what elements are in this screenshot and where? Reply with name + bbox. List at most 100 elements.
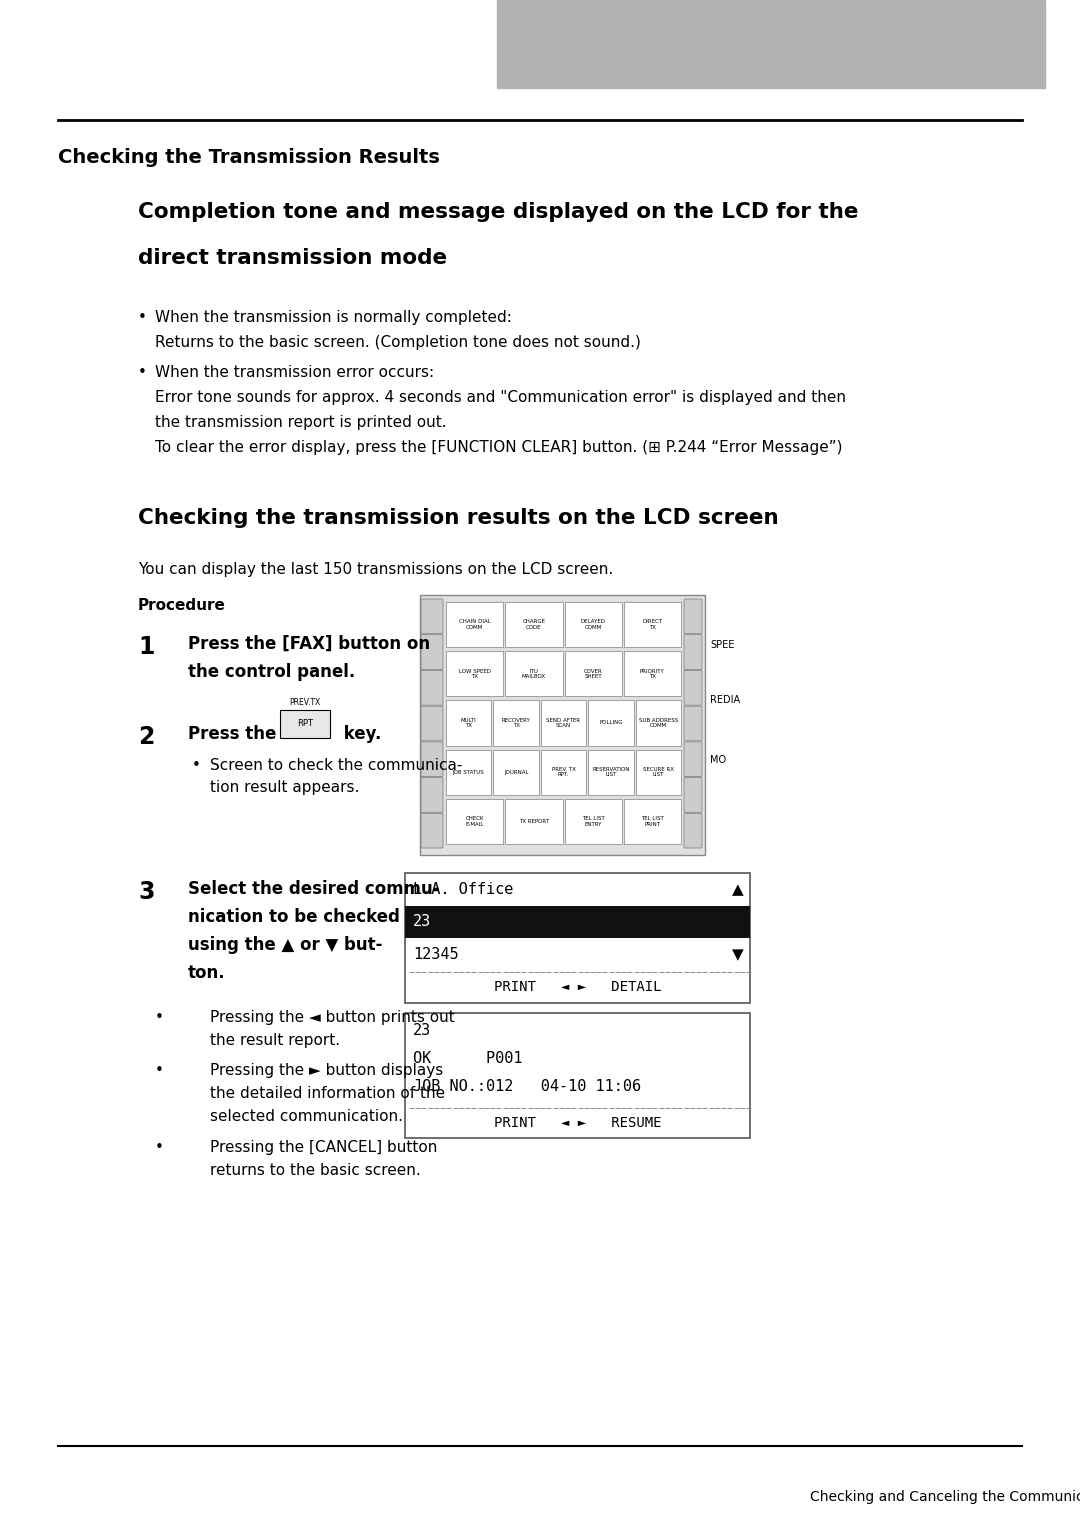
Text: Checking the Transmission Results: Checking the Transmission Results (58, 148, 440, 166)
Text: CHECK
E-MAIL: CHECK E-MAIL (465, 816, 484, 827)
Bar (446, 652, 503, 696)
Text: Checking and Canceling the Communications    69: Checking and Canceling the Communication… (810, 1489, 1080, 1505)
Text: TEL LIST
PRINT: TEL LIST PRINT (642, 816, 664, 827)
Text: L.A. Office: L.A. Office (413, 882, 513, 897)
Bar (589, 749, 634, 795)
Text: DIRECT
TX: DIRECT TX (643, 620, 662, 630)
Bar (565, 798, 622, 844)
Bar (280, 710, 330, 739)
FancyBboxPatch shape (684, 707, 702, 740)
Bar (494, 700, 539, 746)
Text: •: • (138, 310, 147, 325)
Text: MULTI
TX: MULTI TX (461, 717, 476, 728)
Bar (541, 700, 586, 746)
Text: To clear the error display, press the [FUNCTION CLEAR] button. (⊞ P.244 “Error M: To clear the error display, press the [F… (156, 439, 842, 455)
Bar (405, 905, 750, 938)
Text: TEL LIST
ENTRY: TEL LIST ENTRY (582, 816, 605, 827)
Bar (505, 652, 563, 696)
Text: PREV. TX
RPT.: PREV. TX RPT. (552, 768, 576, 777)
FancyBboxPatch shape (421, 635, 443, 670)
Text: Pressing the [CANCEL] button: Pressing the [CANCEL] button (210, 1140, 437, 1155)
Bar (636, 749, 681, 795)
Text: Press the [FAX] button on: Press the [FAX] button on (188, 635, 430, 653)
Text: OK      P001: OK P001 (413, 1051, 523, 1067)
Text: tion result appears.: tion result appears. (210, 780, 360, 795)
Text: •: • (156, 1064, 164, 1077)
Bar (624, 652, 681, 696)
Bar (494, 749, 539, 795)
Bar (505, 601, 563, 647)
Text: CHARGE
CODE: CHARGE CODE (523, 620, 545, 630)
FancyBboxPatch shape (421, 778, 443, 812)
Text: the control panel.: the control panel. (188, 662, 355, 681)
FancyBboxPatch shape (421, 742, 443, 777)
Text: When the transmission is normally completed:: When the transmission is normally comple… (156, 310, 512, 325)
Bar (446, 700, 491, 746)
Text: SUB ADDRESS
COMM: SUB ADDRESS COMM (638, 717, 678, 728)
Text: ITU
MAILBOX: ITU MAILBOX (522, 668, 545, 679)
Bar (624, 798, 681, 844)
Text: Pressing the ► button displays: Pressing the ► button displays (210, 1064, 443, 1077)
Text: RPT: RPT (297, 719, 313, 728)
Text: •: • (192, 758, 201, 774)
Text: •: • (138, 365, 147, 380)
Text: Error tone sounds for approx. 4 seconds and "Communication error" is displayed a: Error tone sounds for approx. 4 seconds … (156, 391, 846, 404)
Text: PRINT   ◄ ►   DETAIL: PRINT ◄ ► DETAIL (494, 980, 661, 993)
Text: key.: key. (338, 725, 381, 743)
FancyBboxPatch shape (684, 670, 702, 705)
Text: 3: 3 (138, 881, 154, 903)
Text: Procedure: Procedure (138, 598, 226, 613)
Bar (541, 749, 586, 795)
Text: •: • (156, 1010, 164, 1025)
Text: Pressing the ◄ button prints out: Pressing the ◄ button prints out (210, 1010, 455, 1025)
Text: LOW SPEED
TX: LOW SPEED TX (459, 668, 490, 679)
Text: Screen to check the communica-: Screen to check the communica- (210, 758, 462, 774)
Bar (446, 749, 491, 795)
Text: DELAYED
COMM: DELAYED COMM (581, 620, 606, 630)
Bar (497, 0, 1045, 89)
Bar (589, 700, 634, 746)
Text: 23: 23 (413, 1022, 431, 1038)
Text: the transmission report is printed out.: the transmission report is printed out. (156, 415, 447, 430)
Bar (505, 798, 563, 844)
Bar (624, 601, 681, 647)
Text: 12345: 12345 (413, 946, 459, 961)
Text: When the transmission error occurs:: When the transmission error occurs: (156, 365, 434, 380)
Bar (565, 652, 622, 696)
Text: RECOVERY
TX: RECOVERY TX (502, 717, 530, 728)
FancyBboxPatch shape (684, 778, 702, 812)
FancyBboxPatch shape (421, 670, 443, 705)
Bar (420, 595, 705, 855)
Text: CHAIN DIAL
COMM: CHAIN DIAL COMM (459, 620, 490, 630)
Text: RESERVATION
LIST: RESERVATION LIST (592, 768, 630, 777)
Bar (636, 700, 681, 746)
FancyBboxPatch shape (421, 813, 443, 848)
Text: Press the: Press the (188, 725, 282, 743)
Text: •: • (156, 1140, 164, 1155)
Text: 2: 2 (138, 725, 154, 749)
Text: JOB NO.:012   04-10 11:06: JOB NO.:012 04-10 11:06 (413, 1079, 642, 1094)
Text: COVER
SHEET: COVER SHEET (584, 668, 603, 679)
Text: the detailed information of the: the detailed information of the (210, 1087, 445, 1100)
Text: Returns to the basic screen. (Completion tone does not sound.): Returns to the basic screen. (Completion… (156, 336, 640, 349)
Text: JOURNAL: JOURNAL (504, 769, 528, 775)
Text: SPEE: SPEE (710, 639, 734, 650)
Text: TX REPORT: TX REPORT (518, 819, 549, 824)
Text: PREV.TX: PREV.TX (289, 697, 321, 707)
Text: Select the desired commu-: Select the desired commu- (188, 881, 440, 897)
Text: ▼: ▼ (732, 946, 744, 961)
Text: ▲: ▲ (732, 882, 744, 897)
FancyBboxPatch shape (684, 635, 702, 670)
Text: returns to the basic screen.: returns to the basic screen. (210, 1163, 421, 1178)
FancyBboxPatch shape (684, 600, 702, 633)
Text: Checking the transmission results on the LCD screen: Checking the transmission results on the… (138, 508, 779, 528)
Text: PRINT   ◄ ►   RESUME: PRINT ◄ ► RESUME (494, 1116, 661, 1129)
FancyBboxPatch shape (421, 707, 443, 740)
Text: JOB STATUS: JOB STATUS (453, 769, 485, 775)
FancyBboxPatch shape (684, 742, 702, 777)
FancyBboxPatch shape (684, 813, 702, 848)
FancyBboxPatch shape (421, 600, 443, 633)
Bar (405, 873, 750, 1003)
Text: MO: MO (710, 755, 726, 765)
Text: SEND AFTER
SCAN: SEND AFTER SCAN (546, 717, 581, 728)
